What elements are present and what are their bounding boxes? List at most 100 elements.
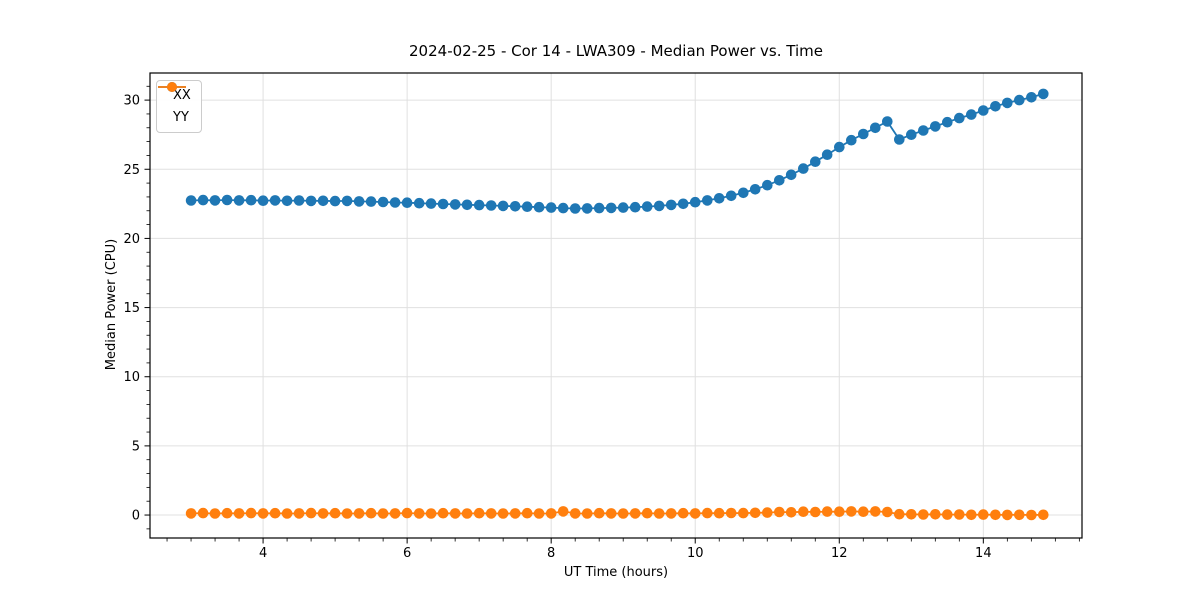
data-point-yy [185,508,197,519]
data-point-xx [317,195,329,207]
data-point-yy [1014,509,1025,521]
data-point-yy [293,508,305,519]
y-axis-label: Median Power (CPU) [104,238,119,371]
data-point-xx [653,200,665,212]
data-point-xx [377,196,389,208]
y-tick-label: 30 [123,94,140,109]
data-point-xx [281,195,293,207]
data-point-xx [738,187,749,199]
data-point-yy [569,508,581,519]
data-point-xx [449,199,461,210]
y-tick-label: 5 [132,439,140,454]
data-point-yy [545,508,557,519]
data-point-yy [641,507,653,519]
data-point-yy [413,508,425,519]
data-point-yy [557,506,569,517]
data-point-yy [990,509,1001,521]
data-point-xx [209,195,221,206]
data-point-yy [1026,509,1037,521]
data-point-yy [665,508,677,519]
data-point-xx [749,184,761,195]
data-point-xx [557,202,569,214]
y-tick-label: 10 [123,370,140,385]
data-point-yy [918,509,929,520]
data-point-yy [581,508,593,519]
data-point-xx [858,128,869,140]
data-point-yy [930,509,941,520]
data-point-xx [509,201,521,212]
data-point-xx [329,195,341,207]
data-point-xx [990,101,1001,112]
data-point-yy [605,508,617,519]
legend-label-yy: YY [173,110,189,125]
data-point-yy [725,507,737,519]
data-point-yy [821,506,833,517]
data-point-yy [846,506,857,517]
data-point-yy [425,508,437,519]
data-point-xx [882,116,893,127]
x-tick-label: 6 [403,546,411,561]
data-point-yy [533,508,545,519]
data-point-xx [966,109,977,120]
data-point-xx [569,203,581,214]
data-point-xx [617,202,629,213]
data-point-yy [449,508,461,519]
data-point-xx [725,190,737,202]
data-point-yy [1002,509,1013,521]
data-point-xx [677,198,689,210]
data-point-yy [1038,509,1049,521]
data-point-xx [942,116,953,128]
data-point-yy [473,507,485,519]
data-point-xx [689,196,701,208]
data-point-yy [281,508,293,519]
x-tick-label: 4 [259,546,267,561]
data-point-yy [245,507,257,519]
data-point-xx [930,121,941,132]
data-point-yy [437,507,449,519]
data-point-xx [293,195,305,206]
data-point-xx [221,194,233,206]
data-point-xx [1026,92,1037,103]
data-point-yy [221,507,233,519]
data-point-xx [197,194,209,206]
data-point-yy [617,508,629,519]
data-point-yy [365,507,377,519]
data-point-yy [509,508,521,519]
data-point-yy [906,509,917,520]
data-point-xx [353,196,365,207]
data-point-yy [858,506,869,517]
data-point-yy [233,508,245,519]
data-point-xx [665,199,677,211]
data-point-yy [942,509,953,520]
data-point-yy [521,507,533,519]
data-point-xx [1038,88,1049,100]
data-point-xx [1002,97,1013,109]
data-point-yy [401,507,413,519]
data-point-yy [713,507,725,519]
data-point-xx [798,163,809,174]
data-point-xx [954,112,965,124]
data-point-yy [653,508,665,519]
data-point-xx [810,156,821,167]
data-point-xx [521,201,533,212]
data-point-xx [401,197,413,208]
data-point-xx [906,129,917,140]
data-point-xx [497,200,509,212]
data-point-yy [978,509,989,520]
data-point-xx [545,202,557,213]
data-point-xx [365,196,377,207]
data-point-yy [329,507,341,519]
data-point-xx [641,201,653,212]
data-point-xx [341,195,353,207]
x-tick-label: 12 [831,546,848,561]
data-point-xx [245,194,257,206]
data-point-yy [702,507,713,519]
data-point-yy [966,509,977,521]
x-tick-label: 14 [975,546,992,561]
data-point-xx [702,195,713,206]
data-point-yy [485,508,497,519]
data-point-xx [629,201,641,213]
data-point-xx [389,197,401,208]
data-point-yy [774,506,785,518]
